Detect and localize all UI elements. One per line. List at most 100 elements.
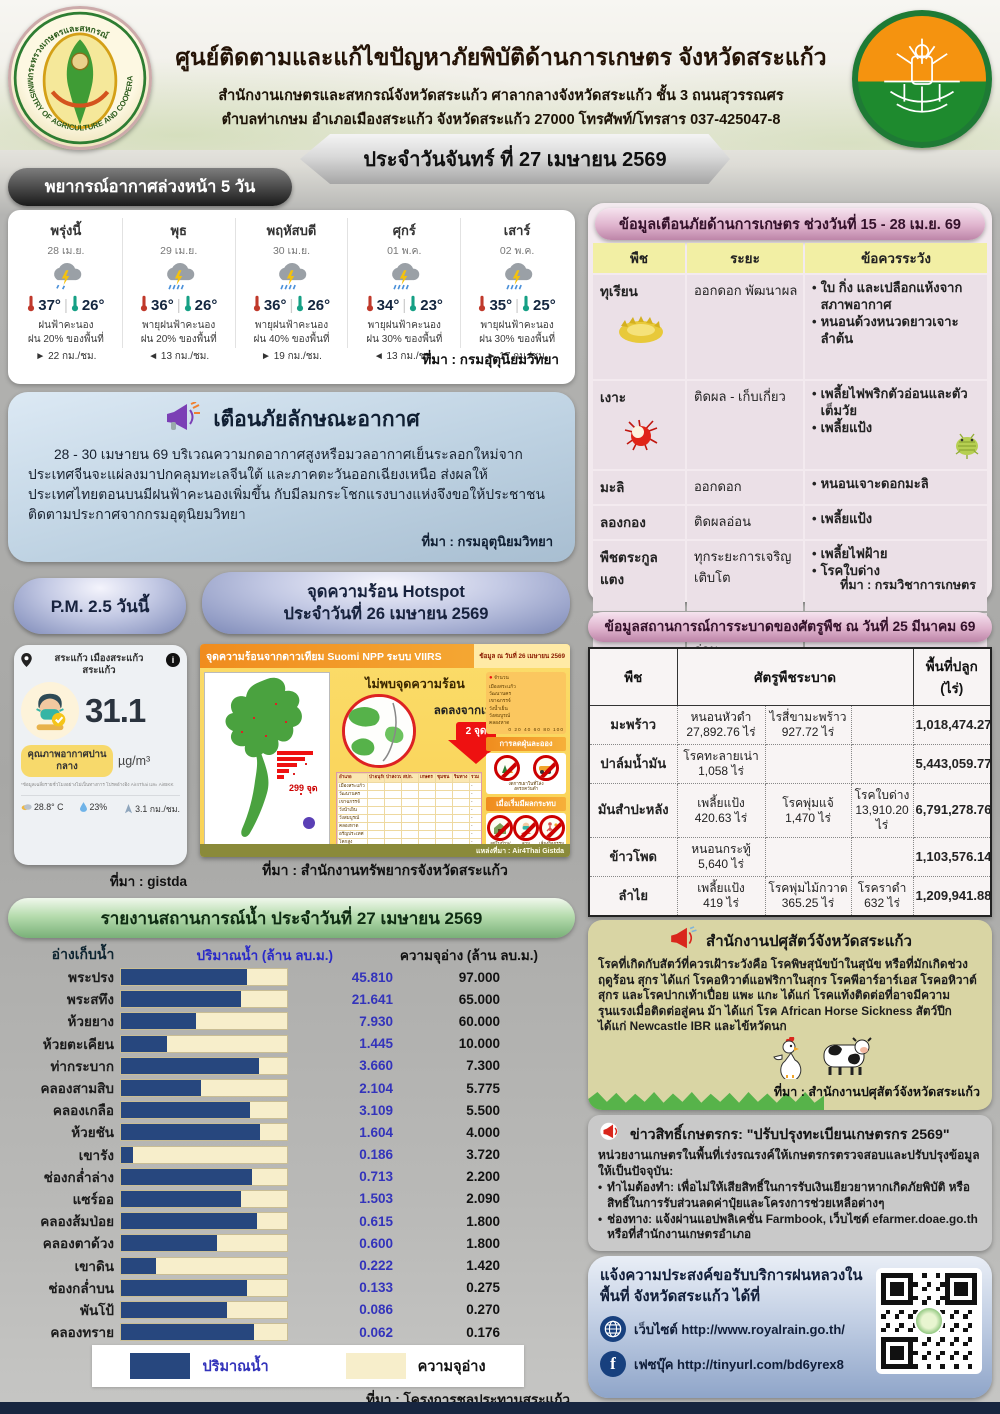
day-temps: 37° | 26° (10, 295, 122, 316)
province-seal-art (884, 38, 960, 113)
pest-col-area: พื้นที่ปลูก (ไร่) (912, 647, 992, 706)
pest-plant: ปาล์มน้ำมัน (588, 744, 678, 784)
office-address-line2: ตำบลท่าเกษม อำเภอเมืองสระแก้ว จังหวัดสระ… (221, 112, 781, 128)
pest-row: ข้าวโพด หนอนกระทู้ 5,640 ไร่ 1,103,576.14 (588, 837, 992, 877)
water-row: ท่ากระบาก 3.660 7.300 (8, 1055, 575, 1077)
news-bullet-1: • ทำไมต้องทำ: เพื่อไม่ให้เสียสิทธิ์ในการร… (598, 1180, 970, 1210)
pest-planted-area: 1,103,576.14 (912, 837, 992, 877)
reservoir-capacity: 1.420 (466, 1258, 500, 1274)
pest-plant: ลำไย (588, 876, 678, 917)
livestock-body: โรคที่เกิดกับสัตว์ที่ควรเฝ้าระวังคือ โรค… (598, 957, 977, 1034)
hotspot-inline-source: แหล่งที่มา : Air4Thai Gistda (200, 844, 570, 857)
reservoir-volume: 0.062 (359, 1324, 393, 1340)
reservoir-volume: 0.615 (359, 1213, 393, 1229)
facebook-icon: f (600, 1351, 626, 1378)
reservoir-bar (120, 1167, 288, 1186)
page-title: ศูนย์ติดตามและแก้ไขปัญหาภัยพิบัติด้านการ… (175, 44, 827, 70)
reservoir-volume: 0.713 (359, 1169, 393, 1185)
hotspot-table-row: อรัญประเทศ - (337, 830, 481, 838)
thermometer-cold-icon (522, 295, 530, 316)
storm-cloud-icon (123, 262, 235, 292)
reservoir-bar (120, 1323, 288, 1342)
reservoir-name: ช่องกล่ำบน (48, 1280, 114, 1296)
hotspot-table-row: วังน้ำเย็น - (337, 806, 481, 814)
agri-caution-cell: • เพลี้ยไฟฝ้าย • โรคใบด่าง (805, 541, 987, 611)
reservoir-name: ห้วยตะเคียน (42, 1036, 114, 1052)
forecast-day: พรุ่งนี้ 28 เม.ย. 37° | 26° ฝนฟ้าคะนอง ฝน… (10, 218, 123, 362)
pest-planted-area: 1,018,474.27 (912, 705, 992, 745)
thermometer-hot-icon (253, 295, 261, 316)
day-date: 28 เม.ย. (47, 245, 85, 257)
hotspot-section-title: จุดความร้อน Hotspot ประจำวันที่ 26 เมษายน… (202, 572, 570, 634)
storm-cloud-icon (236, 262, 348, 292)
pest-row: ลำไย เพลี้ยแป้ง 419 ไร่ โรคพุ่มไม้กวาด 365.2… (588, 876, 992, 917)
reservoir-bar (120, 1123, 288, 1142)
pest-plant: มันสำปะหลัง (588, 783, 678, 838)
durian-icon (600, 312, 681, 349)
day-temps: 35° | 25° (461, 295, 573, 316)
agri-warning-row: เงาะ ติดผล - เก็บเกี่ยว • เพลี้ยไฟพริกตัวอ่… (593, 381, 987, 469)
weather-warning-source: ที่มา : กรมอุตุนิยมวิทยา (421, 534, 553, 549)
news-bullet-2: • ช่องทาง: แจ้งผ่านแอปพลิเคชั่น Farmbook,… (598, 1211, 978, 1242)
reservoir-volume: 2.104 (359, 1080, 393, 1096)
dust-reduction-header: การลดฝุ่นละออง (486, 737, 566, 751)
agri-plant-cell: มะลิ (593, 471, 685, 504)
pest-cell: ไรสี่ขามะพร้าว 927.72 ไร่ (764, 705, 852, 745)
reservoir-bar (120, 1101, 288, 1120)
weather-warning-body: 28 - 30 เมษายน 69 บริเวณความกดอากาศสูงหร… (28, 447, 545, 522)
hotspot-table-row: วัฒนานคร - (337, 790, 481, 798)
reservoir-capacity: 60.000 (458, 1013, 500, 1029)
reservoir-name: ท่ากระบาก (50, 1058, 114, 1074)
royal-rain-facebook-row[interactable]: f เฟซบุ๊ค http://tinyurl.com/bd6yrex8 (600, 1351, 980, 1378)
water-row: ช่องกล่ำบน 0.133 0.275 (8, 1277, 575, 1299)
province-map-circle (342, 694, 416, 768)
info-icon[interactable]: i (166, 653, 180, 667)
reservoir-volume: 1.445 (359, 1036, 393, 1052)
agri-col-plant: พืช (593, 243, 685, 273)
pest-cell: โรคราดำ 632 ไร่ (850, 876, 914, 917)
temperature-stat: 28.8° C (21, 802, 63, 812)
storm-cloud-icon (461, 262, 573, 292)
chicken-icon (770, 1036, 810, 1084)
royal-rain-website-row[interactable]: เว็บไซต์ http://www.royalrain.go.th/ (600, 1316, 980, 1343)
no-hotspot-label: ไม่พบจุดความร้อน (365, 677, 465, 691)
reservoir-capacity: 1.800 (466, 1213, 500, 1229)
water-section-title: รายงานสถานการณ์น้ำ ประจำวันที่ 27 เมษายน… (8, 898, 575, 938)
hotspot-table-row: เมืองสระแก้ว - (337, 782, 481, 790)
royal-rain-website[interactable]: เว็บไซต์ http://www.royalrain.go.th/ (634, 1321, 845, 1337)
agri-warning-row: มะลิ ออกดอก • หนอนเจาะดอกมะลิ (593, 471, 987, 504)
legend-volume: ปริมาณน้ำ (130, 1353, 269, 1379)
water-row: คลองตาด้วง 0.600 1.800 (8, 1232, 575, 1254)
no-burning-icon (493, 755, 520, 781)
water-row: เขารัง 0.186 3.720 (8, 1144, 575, 1166)
reservoir-name: พระปรง (68, 970, 114, 986)
day-name: พรุ่งนี้ (50, 223, 82, 238)
location-pin-icon (21, 653, 32, 672)
day-description: พายุฝนฟ้าคะนอง ฝน 40% ของพื้นที่ (253, 320, 330, 345)
reservoir-bar (120, 1079, 288, 1098)
pest-cell (850, 744, 914, 784)
thermometer-hot-icon (366, 295, 374, 316)
province-seal (852, 10, 992, 148)
reservoir-name: ห้วยชัน (71, 1125, 114, 1141)
agri-warning-row: พืชตระกูลแตง ทุกระยะการเจริญเติบโต • เพลี้ย… (593, 541, 987, 611)
no-smoky-vehicle-icon (532, 755, 559, 781)
hotspot-table-row: โคกสูง - (337, 838, 481, 846)
reservoir-volume: 1.503 (359, 1191, 393, 1207)
reservoir-bar (120, 1056, 288, 1075)
agri-plant-cell: เงาะ (593, 381, 685, 469)
day-name: พุธ (170, 223, 187, 238)
pm25-location: สระแก้ว เมืองสระแก้ว สระแก้ว (54, 653, 144, 677)
agri-caution-cell: • หนอนเจาะดอกมะลิ (805, 471, 987, 504)
reservoir-capacity: 0.176 (466, 1324, 500, 1340)
date-banner: ประจำวันจันทร์ ที่ 27 เมษายน 2569 (300, 134, 730, 184)
water-row: คลองส้มป่อย 0.615 1.800 (8, 1210, 575, 1232)
plant-name: ทุเรียน (600, 284, 638, 299)
reservoir-bar (120, 1145, 288, 1164)
royal-rain-facebook[interactable]: เฟซบุ๊ค http://tinyurl.com/bd6yrex8 (634, 1356, 844, 1372)
water-chart-header: อ่างเก็บน้ำ ปริมาณน้ำ (ล้าน ลบ.ม.) ความจ… (8, 944, 575, 966)
pest-planted-area: 6,791,278.76 (912, 783, 992, 838)
reservoir-name: พันโป้ (80, 1302, 114, 1318)
impact-header: เมื่อเริ่มมีผลกระทบ (486, 796, 566, 811)
pest-row: มันสำปะหลัง เพลี้ยแป้ง 420.63 ไร่ โรคพุ่มแจ… (588, 783, 992, 838)
